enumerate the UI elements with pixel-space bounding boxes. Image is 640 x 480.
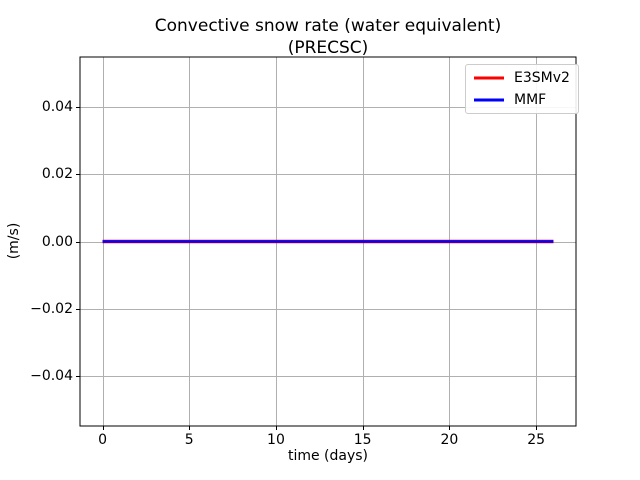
y-tick-label-0.02: 0.02 [41, 166, 73, 183]
y-tick-label-−0.04: −0.04 [30, 367, 73, 384]
x-tick-label-20: 20 [440, 432, 459, 448]
x-tick-label-0: 0 [98, 432, 107, 448]
y-tick-label-−0.02: −0.02 [30, 300, 73, 317]
legend-line-sample-mmf [474, 98, 504, 102]
x-axis-label: time (days) [287, 448, 369, 464]
legend-line-sample-e3smv2 [474, 76, 504, 80]
legend-label-mmf: MMF [514, 92, 547, 108]
x-tick-label-15: 15 [353, 432, 372, 448]
y-tick-label-0.00: 0.00 [41, 233, 73, 250]
x-tick-label-10: 10 [267, 432, 285, 448]
chart-title-line2: (PRECSC) [287, 38, 369, 58]
chart-title: Convective snow rate (water equivalent) … [80, 15, 576, 59]
legend: E3SMv2 MMF [465, 64, 579, 114]
x-tick-label-5: 5 [184, 432, 194, 448]
x-tick-label-25: 25 [527, 432, 546, 448]
legend-label-e3smv2: E3SMv2 [514, 70, 570, 86]
legend-entry-mmf: MMF [474, 89, 570, 111]
y-tick-label-0.04: 0.04 [41, 99, 73, 116]
plot-border [79, 56, 577, 427]
chart-title-line1: Convective snow rate (water equivalent) [154, 16, 502, 36]
legend-entry-e3smv2: E3SMv2 [474, 67, 570, 89]
